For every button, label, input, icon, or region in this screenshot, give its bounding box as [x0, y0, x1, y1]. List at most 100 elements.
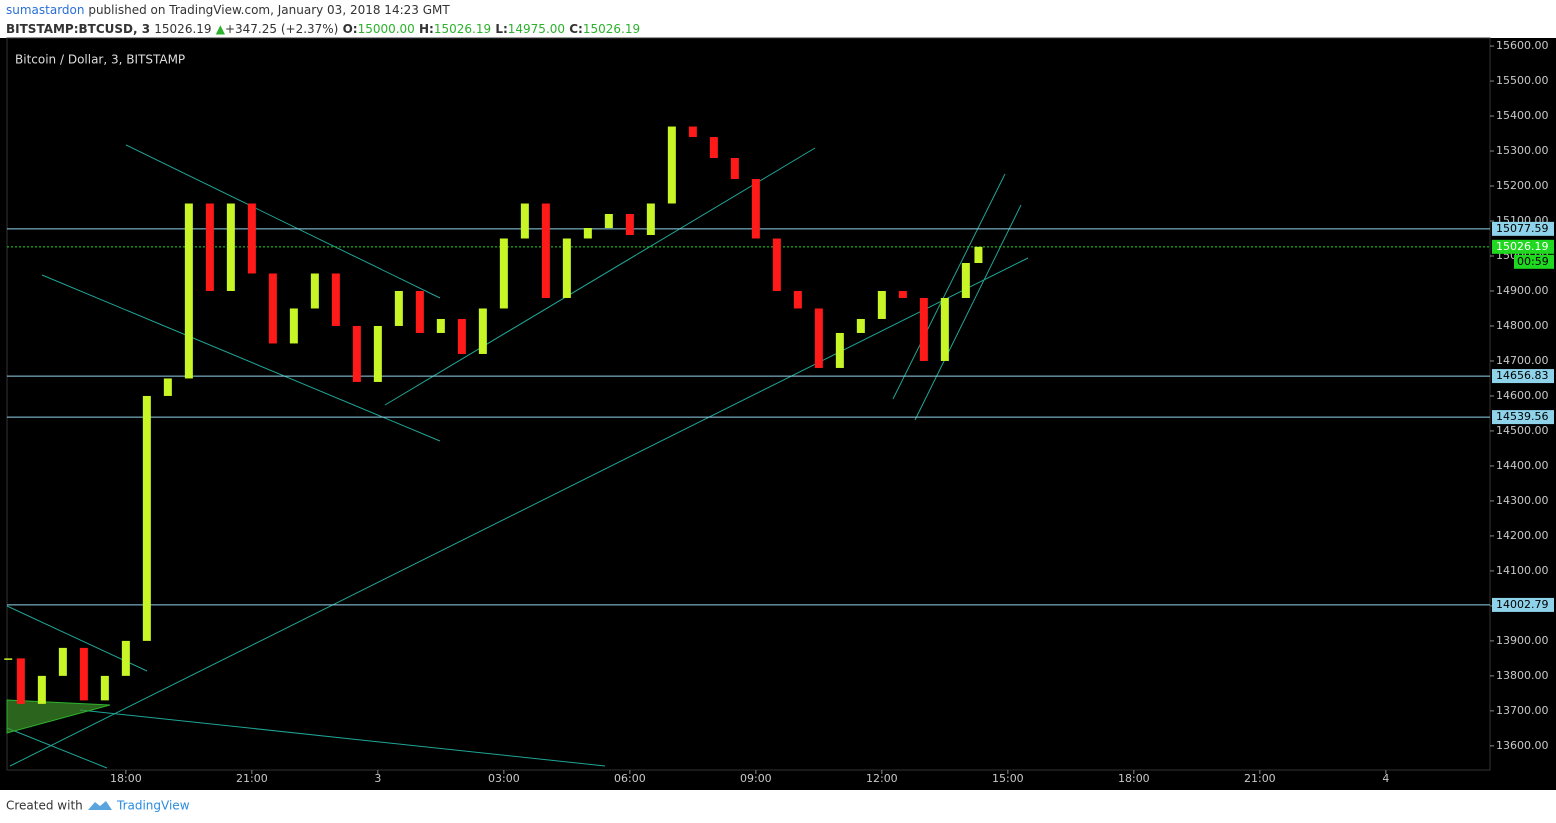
candle — [268, 273, 277, 344]
x-tick-label: 03:00 — [488, 772, 520, 785]
author: sumastardon — [6, 3, 85, 17]
arrow: ▲ — [216, 22, 226, 36]
candle — [226, 203, 235, 291]
x-tick-label: 12:00 — [866, 772, 898, 785]
level-label-bg — [1492, 221, 1554, 236]
y-tick-label: 14400.00 — [1496, 459, 1549, 472]
candle — [793, 290, 802, 309]
candle — [436, 318, 445, 333]
triangle-pattern — [6, 699, 111, 734]
y-tick-label: 15300.00 — [1496, 144, 1549, 157]
candle — [184, 203, 193, 379]
candle — [289, 308, 298, 344]
last: 15026.19 — [154, 22, 211, 36]
brand-logo — [88, 801, 112, 810]
candle — [520, 203, 529, 239]
chart-title: Bitcoin / Dollar, 3, BITSTAMP — [15, 53, 185, 67]
level-label: 15077.59 — [1496, 222, 1549, 235]
candle — [457, 318, 466, 354]
candle — [646, 203, 655, 235]
candle — [667, 126, 676, 204]
candle — [974, 246, 983, 263]
countdown: 00:59 — [1517, 255, 1549, 268]
open: 15000.00 — [358, 22, 415, 36]
current-price-bg — [1492, 239, 1554, 254]
y-tick-label: 15200.00 — [1496, 179, 1549, 192]
plot-frame — [6, 37, 1491, 771]
footer-created: Created with — [6, 799, 83, 813]
candle — [772, 238, 781, 291]
level-label: 14002.79 — [1496, 598, 1549, 611]
y-tick-label: 14300.00 — [1496, 494, 1549, 507]
y-tick-label: 14900.00 — [1496, 284, 1549, 297]
candle — [688, 126, 697, 138]
candle — [961, 262, 970, 298]
y-tick-label: 15600.00 — [1496, 39, 1549, 52]
candle — [730, 158, 739, 180]
level-label: 14539.56 — [1496, 410, 1549, 423]
y-tick-label: 13600.00 — [1496, 739, 1549, 752]
header-bg — [0, 0, 1556, 38]
trend-line — [41, 274, 441, 442]
footer-bg — [0, 790, 1556, 823]
candle — [814, 308, 823, 368]
x-tick-label: 09:00 — [740, 772, 772, 785]
y-tick-label: 13800.00 — [1496, 669, 1549, 682]
level-label-bg — [1492, 369, 1554, 384]
footer-brand: TradingView — [116, 799, 190, 813]
level-label-bg — [1492, 597, 1554, 612]
candle — [541, 203, 550, 298]
candle — [100, 675, 109, 701]
candle — [478, 308, 487, 354]
trend-line — [892, 173, 1006, 400]
y-tick-label: 14100.00 — [1496, 564, 1549, 577]
x-tick-label: 18:00 — [1118, 772, 1150, 785]
candle — [331, 273, 340, 326]
chart-bg — [0, 38, 1556, 790]
candle — [877, 290, 886, 319]
candle — [79, 647, 88, 701]
x-tick-label: 3 — [374, 772, 381, 785]
candle — [499, 238, 508, 309]
x-tick-label: 4 — [1382, 772, 1389, 785]
candle — [856, 318, 865, 333]
candle — [562, 238, 571, 298]
candle — [142, 395, 151, 641]
y-tick-label: 14200.00 — [1496, 529, 1549, 542]
symbol-line: BITSTAMP:BTCUSD, 3 15026.19 ▲+347.25 (+2… — [6, 22, 640, 36]
trend-line — [79, 709, 606, 767]
candle — [4, 658, 13, 660]
candle — [121, 640, 130, 676]
y-tick-label: 14800.00 — [1496, 319, 1549, 332]
candle — [37, 675, 46, 704]
y-tick-label: 13900.00 — [1496, 634, 1549, 647]
change: +347.25 (+2.37%) — [225, 22, 338, 36]
level-label: 14656.83 — [1496, 369, 1549, 382]
open-label: O: — [343, 22, 358, 36]
trend-lines — [6, 144, 1029, 769]
trend-line — [384, 147, 816, 406]
candle — [835, 332, 844, 368]
x-tick-label: 15:00 — [992, 772, 1024, 785]
y-tick-label: 15500.00 — [1496, 74, 1549, 87]
candle — [919, 297, 928, 361]
x-tick-label: 21:00 — [1244, 772, 1276, 785]
trend-line — [6, 727, 108, 769]
y-tick-label: 14700.00 — [1496, 354, 1549, 367]
trend-line — [9, 257, 1029, 767]
header-line: sumastardon published on TradingView.com… — [6, 3, 450, 17]
y-tick-label: 14600.00 — [1496, 389, 1549, 402]
candle — [625, 214, 634, 235]
published: published on TradingView.com, January 03… — [88, 3, 450, 17]
candle — [751, 179, 760, 239]
candle — [709, 137, 718, 159]
candle — [394, 290, 403, 326]
candle — [898, 290, 907, 298]
close: 15026.19 — [583, 22, 640, 36]
low: 14975.00 — [508, 22, 565, 36]
countdown-bg — [1514, 254, 1554, 269]
x-tick-label: 21:00 — [236, 772, 268, 785]
y-tick-label: 14500.00 — [1496, 424, 1549, 437]
